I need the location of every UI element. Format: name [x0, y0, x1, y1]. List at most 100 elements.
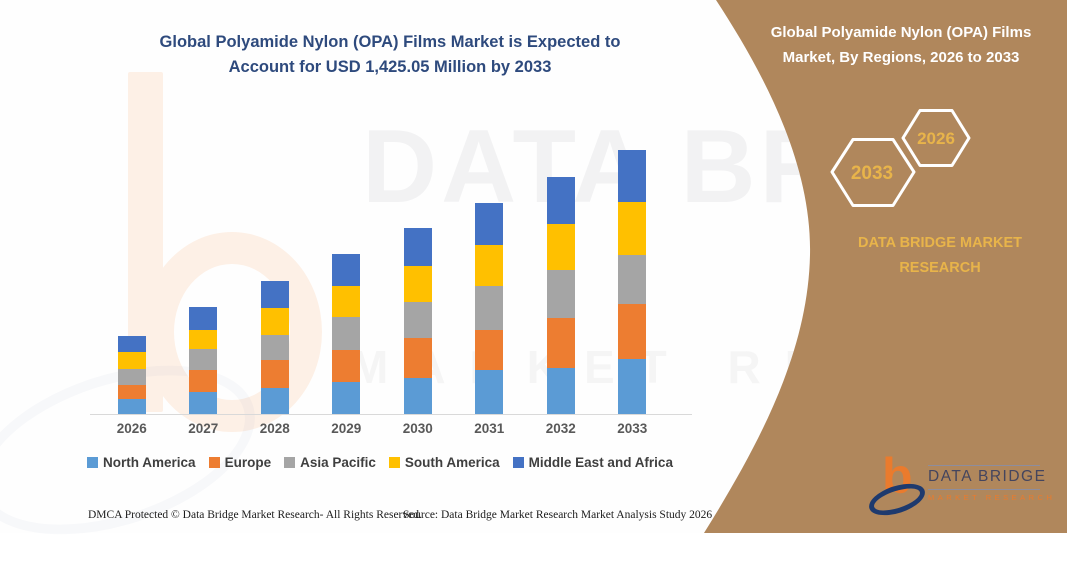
bar-segment-asia-pacific-2028: [260, 335, 289, 360]
side-panel-title-line1: Global Polyamide Nylon (OPA) Films: [770, 24, 1032, 41]
bar-segment-middle-east-and-africa-2026: [117, 336, 146, 352]
page-title-line2: Account for USD 1,425.05 Million by 2033: [228, 58, 552, 76]
bar-segment-north-america-2027: [189, 392, 218, 414]
bar-segment-asia-pacific-2030: [403, 302, 432, 338]
legend-label: South America: [404, 455, 500, 470]
bar-segment-south-america-2026: [117, 352, 146, 369]
bar-stack-2029: [332, 254, 361, 414]
x-axis-label-2026: 2026: [116, 421, 147, 436]
bar-segment-asia-pacific-2026: [117, 369, 146, 385]
hexagon-badges: 2033 2026: [830, 109, 971, 207]
brand-wordmark: DATA BRIDGE MARKET RESEARCH: [840, 231, 1040, 281]
bar-segment-europe-2027: [189, 370, 218, 392]
hexagon-2026-label: 2026: [917, 129, 955, 148]
bar-segment-middle-east-and-africa-2028: [260, 281, 289, 308]
x-axis-label-2033: 2033: [617, 421, 648, 436]
x-axis-line: [90, 414, 692, 415]
legend-swatch-icon: [208, 457, 220, 468]
legend-item-asia-pacific: Asia Pacific: [284, 455, 376, 470]
bar-column-2032: [525, 150, 597, 414]
bar-segment-asia-pacific-2029: [332, 317, 361, 350]
bar-segment-north-america-2031: [475, 370, 504, 414]
bar-segment-south-america-2032: [546, 224, 575, 270]
bar-segment-north-america-2026: [117, 399, 146, 414]
footer-dmca-text: DMCA Protected © Data Bridge Market Rese…: [88, 509, 422, 521]
bar-stack-2031: [475, 203, 504, 414]
x-axis-label-2029: 2029: [331, 421, 362, 436]
bar-segment-europe-2033: [618, 304, 647, 359]
bar-column-2029: [311, 150, 383, 414]
hexagon-2026-icon: [901, 109, 971, 167]
logo-name: DATA BRIDGE: [928, 465, 1045, 490]
bar-segment-south-america-2029: [332, 286, 361, 317]
bar-segment-south-america-2031: [475, 245, 504, 286]
bar-segment-north-america-2033: [618, 359, 647, 414]
bar-segment-asia-pacific-2031: [475, 286, 504, 330]
bar-segment-south-america-2028: [260, 308, 289, 335]
side-panel-title-line2: Market, By Regions, 2026 to 2033: [782, 49, 1020, 66]
x-axis-label-2028: 2028: [259, 421, 290, 436]
hexagon-2033-label: 2033: [851, 163, 893, 184]
x-axis-label-2031: 2031: [474, 421, 505, 436]
chart-plot-area: [96, 150, 668, 414]
legend-item-north-america: North America: [87, 455, 196, 470]
bar-segment-europe-2030: [403, 338, 432, 378]
bar-segment-north-america-2032: [546, 368, 575, 414]
bar-segment-north-america-2029: [332, 382, 361, 414]
legend-swatch-icon: [284, 457, 296, 468]
bar-column-2026: [96, 150, 168, 414]
legend-label: Asia Pacific: [300, 455, 376, 470]
logo-swoosh-icon: [865, 477, 929, 522]
bar-segment-north-america-2030: [403, 378, 432, 414]
brand-wordmark-line1: DATA BRIDGE MARKET: [857, 235, 1023, 251]
bar-segment-south-america-2030: [403, 266, 432, 302]
bar-segment-europe-2028: [260, 360, 289, 388]
legend-swatch-icon: [388, 457, 400, 468]
x-axis-label-2032: 2032: [545, 421, 576, 436]
bar-segment-europe-2031: [475, 330, 504, 370]
bar-column-2033: [597, 150, 669, 414]
legend-item-south-america: South America: [388, 455, 500, 470]
bar-stack-2033: [618, 150, 647, 414]
x-axis-labels: 2026 2027 2028 2029 2030 2031 2032 2033: [96, 421, 668, 436]
x-axis-label-2027: 2027: [188, 421, 219, 436]
bar-segment-middle-east-and-africa-2032: [546, 177, 575, 224]
bar-segment-middle-east-and-africa-2029: [332, 254, 361, 286]
bar-stack-2027: [189, 307, 218, 414]
bar-segment-middle-east-and-africa-2033: [618, 150, 647, 202]
databridge-logo: b DATA BRIDGE MARKET RESEARCH: [865, 451, 1058, 525]
bar-segment-asia-pacific-2027: [189, 349, 218, 370]
legend-label: Middle East and Africa: [528, 455, 673, 470]
bar-segment-middle-east-and-africa-2027: [189, 307, 218, 330]
bar-segment-north-america-2028: [260, 388, 289, 414]
bar-column-2030: [382, 150, 454, 414]
bar-segment-europe-2032: [546, 318, 575, 368]
page-title-line1: Global Polyamide Nylon (OPA) Films Marke…: [159, 33, 621, 51]
chart-legend: North America Europe Asia Pacific South Ame…: [80, 455, 680, 470]
bar-segment-middle-east-and-africa-2031: [475, 203, 504, 245]
legend-swatch-icon: [512, 457, 524, 468]
x-axis-label-2030: 2030: [402, 421, 433, 436]
bar-stack-2030: [403, 228, 432, 414]
page-title: Global Polyamide Nylon (OPA) Films Marke…: [105, 30, 675, 80]
side-panel-title: Global Polyamide Nylon (OPA) Films Marke…: [750, 20, 1052, 70]
bar-stack-2028: [260, 281, 289, 414]
legend-label: North America: [103, 455, 196, 470]
bar-segment-asia-pacific-2032: [546, 270, 575, 318]
bar-column-2031: [454, 150, 526, 414]
bar-segment-south-america-2033: [618, 202, 647, 255]
bar-stack-2032: [546, 177, 575, 414]
hexagon-2033-icon: [830, 138, 916, 207]
logo-subtitle: MARKET RESEARCH: [928, 493, 1056, 502]
bar-segment-asia-pacific-2033: [618, 255, 647, 304]
bar-segment-europe-2029: [332, 350, 361, 382]
logo-text: DATA BRIDGE MARKET RESEARCH: [928, 465, 1056, 502]
bar-segment-south-america-2027: [189, 330, 218, 349]
bar-segment-middle-east-and-africa-2030: [403, 228, 432, 266]
bar-stack-2026: [117, 336, 146, 414]
legend-item-europe: Europe: [208, 455, 272, 470]
bar-column-2028: [239, 150, 311, 414]
legend-swatch-icon: [87, 457, 99, 468]
legend-label: Europe: [224, 455, 272, 470]
